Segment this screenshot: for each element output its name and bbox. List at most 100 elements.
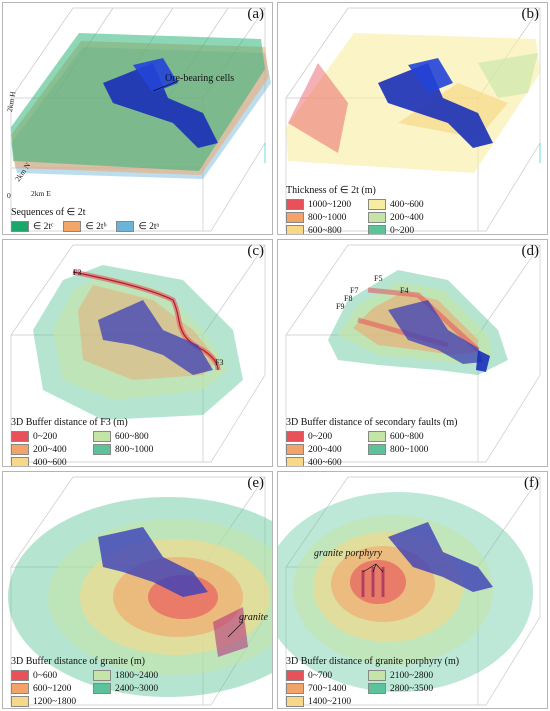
legend-item-label: 700~1400 xyxy=(308,683,347,694)
panel-d-scene xyxy=(285,244,541,463)
fault-label-f9: F9 xyxy=(336,302,345,311)
legend-title: 3D Buffer distance of granite porphyry (… xyxy=(286,656,460,667)
legend-e: 3D Buffer distance of granite (m) 0~600 1… xyxy=(11,656,169,707)
legend-item-label: 1400~2100 xyxy=(308,696,352,707)
legend-swatch xyxy=(116,221,135,232)
legend-swatch xyxy=(93,444,111,455)
legend-item-label: 2800~3500 xyxy=(390,683,434,694)
panel-a-scene xyxy=(10,7,271,232)
granite-porphyry-label: granite porphyry xyxy=(314,548,383,559)
legend-item-label: 400~600 xyxy=(33,457,67,467)
legend-swatch xyxy=(11,444,29,455)
ore-bearing-cells-label: Ore-bearing cells xyxy=(165,73,235,84)
legend-swatch xyxy=(11,696,29,707)
panel-label-a: (a) xyxy=(247,6,264,22)
legend-swatch xyxy=(11,431,29,442)
legend-item-label: 600~800 xyxy=(308,225,342,235)
legend-item-label: 200~400 xyxy=(390,212,424,223)
legend-swatch xyxy=(286,457,304,466)
axis-origin-label: 0 xyxy=(7,191,11,200)
legend-swatch xyxy=(368,683,386,694)
panel-b: (b) Thickness of ∈ 2t (m) 1000~1200 400~6… xyxy=(277,2,548,235)
legend-swatch xyxy=(368,670,386,681)
legend-item: 800~1000 xyxy=(286,212,362,223)
legend-item: 1200~1800 xyxy=(11,696,87,707)
panel-e: (e) granite 3D Buffer distance of granit… xyxy=(2,471,273,709)
legend-item-label: 800~1000 xyxy=(390,444,429,455)
legend-d: 3D Buffer distance of secondary faults (… xyxy=(286,417,457,467)
legend-a: Sequences of ∈ 2t ∈ 2tᶜ ∈ 2tᵇ ∈ 2tᵃ xyxy=(11,207,159,232)
legend-title: 3D Buffer distance of granite (m) xyxy=(11,656,145,667)
legend-item-label: 200~400 xyxy=(33,444,67,455)
legend-item: 200~400 xyxy=(286,444,362,455)
legend-item: ∈ 2tᵇ xyxy=(63,221,106,232)
panel-d: (d) F5 F4 F7 F8 F9 3D Buffer distance of… xyxy=(277,239,548,467)
legend-item-label: 0~200 xyxy=(33,431,58,442)
legend-item: 0~200 xyxy=(368,225,444,234)
legend-item: ∈ 2tᵃ xyxy=(116,221,159,232)
panel-c: (c) F3 F3 3D Buffer distance of F3 (m) 0… xyxy=(2,239,273,467)
legend-swatch xyxy=(11,457,29,466)
fault-label-f8: F8 xyxy=(344,294,353,303)
legend-item: 2400~3000 xyxy=(93,683,169,694)
legend-swatch xyxy=(368,431,386,442)
legend-swatch xyxy=(11,221,29,232)
legend-swatch xyxy=(286,670,304,681)
legend-items: 0~200 600~800 200~400 800~1000 400~600 xyxy=(286,431,457,467)
legend-item: 400~600 xyxy=(286,457,362,467)
legend-swatch xyxy=(286,212,304,223)
panel-label-c: (c) xyxy=(247,243,264,259)
legend-item: 0~200 xyxy=(11,431,87,442)
legend-title: Thickness of ∈ 2t (m) xyxy=(286,185,376,196)
legend-item-label: 1200~1800 xyxy=(33,696,77,707)
legend-item-label: 600~800 xyxy=(115,431,149,442)
panel-e-scene xyxy=(8,476,272,706)
legend-swatch xyxy=(286,431,304,442)
legend-item: 0~600 xyxy=(11,670,87,681)
fault-label-f4: F4 xyxy=(400,286,409,295)
legend-item: 400~600 xyxy=(368,199,444,210)
legend-swatch xyxy=(93,670,111,681)
legend-item: 600~1200 xyxy=(11,683,87,694)
legend-item-label: ∈ 2tᶜ xyxy=(33,222,54,232)
axis-e-label: 2km E xyxy=(31,189,51,198)
legend-item-label: ∈ 2tᵃ xyxy=(138,222,160,232)
legend-f: 3D Buffer distance of granite porphyry (… xyxy=(286,656,459,707)
panel-b-scene xyxy=(285,7,541,232)
legend-item: 2800~3500 xyxy=(368,683,444,694)
legend-item-label: 200~400 xyxy=(308,444,342,455)
legend-swatch xyxy=(286,444,304,455)
legend-item-label: 2400~3000 xyxy=(115,683,159,694)
legend-item: 2100~2800 xyxy=(368,670,444,681)
legend-item: 200~400 xyxy=(368,212,444,223)
fault-label-f5: F5 xyxy=(374,274,383,283)
legend-items: 0~700 2100~2800 700~1400 2800~3500 1400~2100 xyxy=(286,670,459,707)
legend-swatch xyxy=(368,199,386,210)
legend-items: ∈ 2tᶜ ∈ 2tᵇ ∈ 2tᵃ xyxy=(11,221,159,232)
legend-item: ∈ 2tᶜ xyxy=(11,221,53,232)
legend-item-label: 800~1000 xyxy=(308,212,347,223)
legend-item-label: 400~600 xyxy=(390,199,424,210)
legend-c: 3D Buffer distance of F3 (m) 0~200 600~80… xyxy=(11,417,169,467)
legend-item: 200~400 xyxy=(11,444,87,455)
legend-item-label: 0~600 xyxy=(33,670,58,681)
panel-label-f: (f) xyxy=(524,475,539,491)
fault-label-f3-south: F3 xyxy=(215,358,224,367)
legend-item-label: 2100~2800 xyxy=(390,670,434,681)
legend-item-label: 1000~1200 xyxy=(308,199,352,210)
legend-item: 600~800 xyxy=(93,431,169,442)
legend-item: 1400~2100 xyxy=(286,696,362,707)
legend-item-label: 400~600 xyxy=(308,457,342,467)
legend-item-label: 600~800 xyxy=(390,431,424,442)
legend-title: 3D Buffer distance of F3 (m) xyxy=(11,417,128,428)
panel-f-scene xyxy=(278,476,541,706)
legend-item: 0~700 xyxy=(286,670,362,681)
legend-item: 700~1400 xyxy=(286,683,362,694)
legend-swatch xyxy=(368,225,386,234)
fault-label-f3-north: F3 xyxy=(73,268,82,277)
legend-swatch xyxy=(286,199,304,210)
legend-swatch xyxy=(63,221,82,232)
legend-swatch xyxy=(286,696,304,707)
legend-swatch xyxy=(93,683,111,694)
